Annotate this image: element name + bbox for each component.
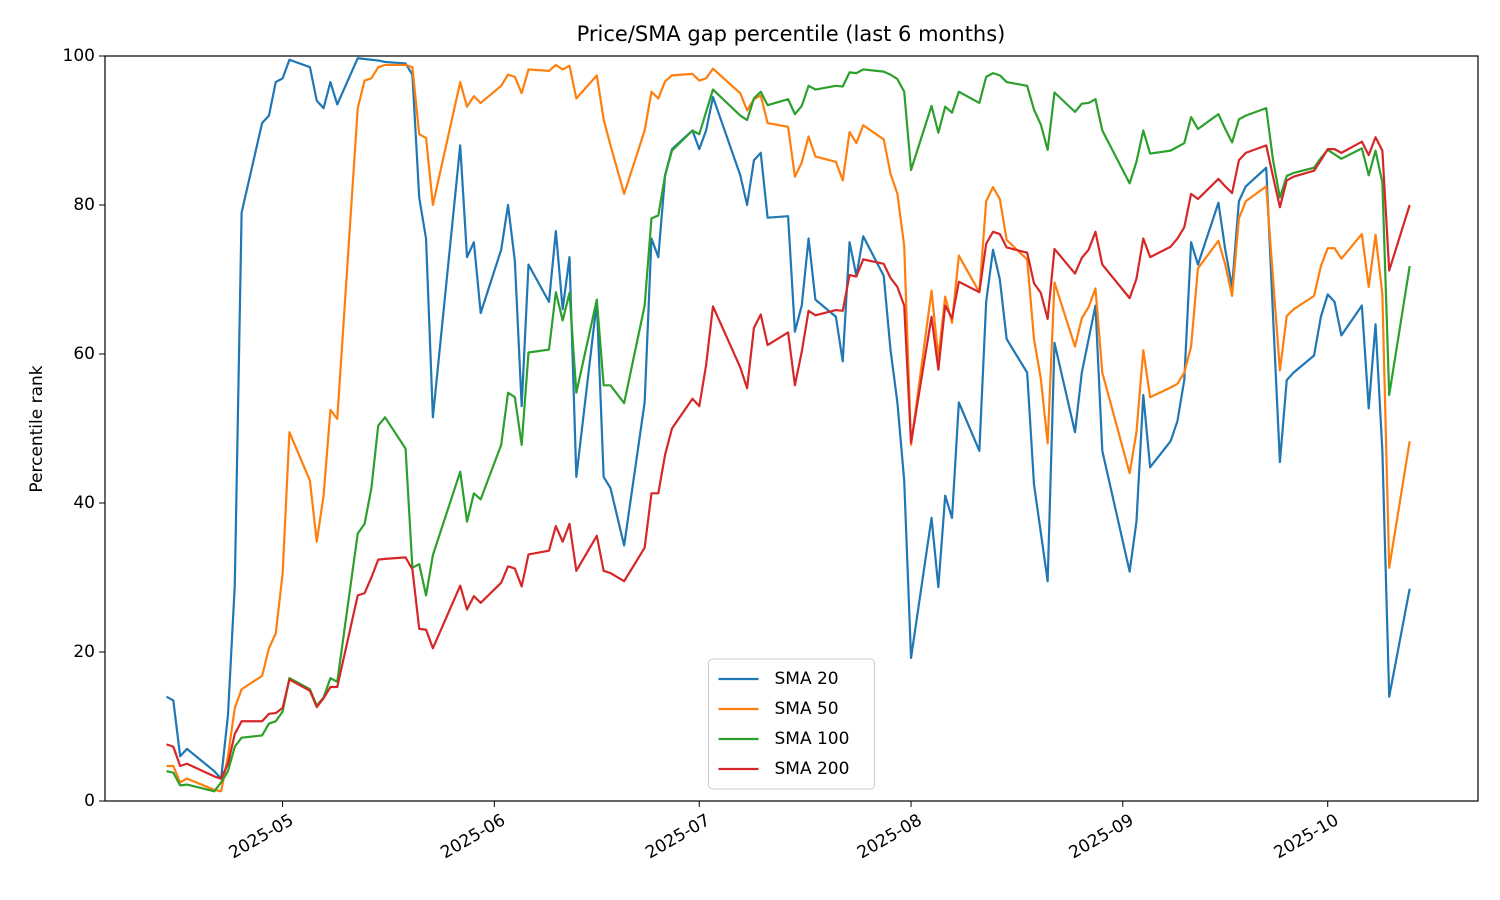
x-tick-label: 2025-05 — [226, 810, 298, 863]
line-series — [166, 68, 1411, 793]
legend-label: SMA 50 — [775, 699, 839, 719]
y-tick-label: 60 — [73, 344, 95, 364]
chart-title: Price/SMA gap percentile (last 6 months) — [577, 22, 1006, 46]
x-tick-label: 2025-10 — [1271, 810, 1343, 863]
legend-label: SMA 20 — [775, 669, 839, 689]
line-series — [166, 136, 1411, 780]
legend-box — [708, 658, 875, 790]
y-tick-label: 80 — [73, 195, 95, 215]
line-series — [166, 63, 1411, 793]
y-tick-label: 40 — [73, 493, 95, 513]
x-tick-label: 2025-08 — [854, 810, 926, 863]
x-tick-label: 2025-06 — [437, 810, 509, 863]
y-tick-label: 20 — [73, 642, 95, 662]
legend-label: SMA 100 — [775, 729, 850, 749]
y-tick-label: 0 — [84, 791, 95, 811]
x-tick-label: 2025-07 — [642, 810, 714, 863]
legend-label: SMA 200 — [775, 759, 850, 779]
line-series — [165, 57, 1411, 780]
y-axis-label: Percentile rank — [27, 365, 47, 492]
plot-lines — [165, 57, 1411, 793]
x-tick-label: 2025-09 — [1066, 810, 1138, 863]
y-tick-label: 100 — [63, 46, 95, 66]
plot-frame — [104, 55, 1479, 802]
